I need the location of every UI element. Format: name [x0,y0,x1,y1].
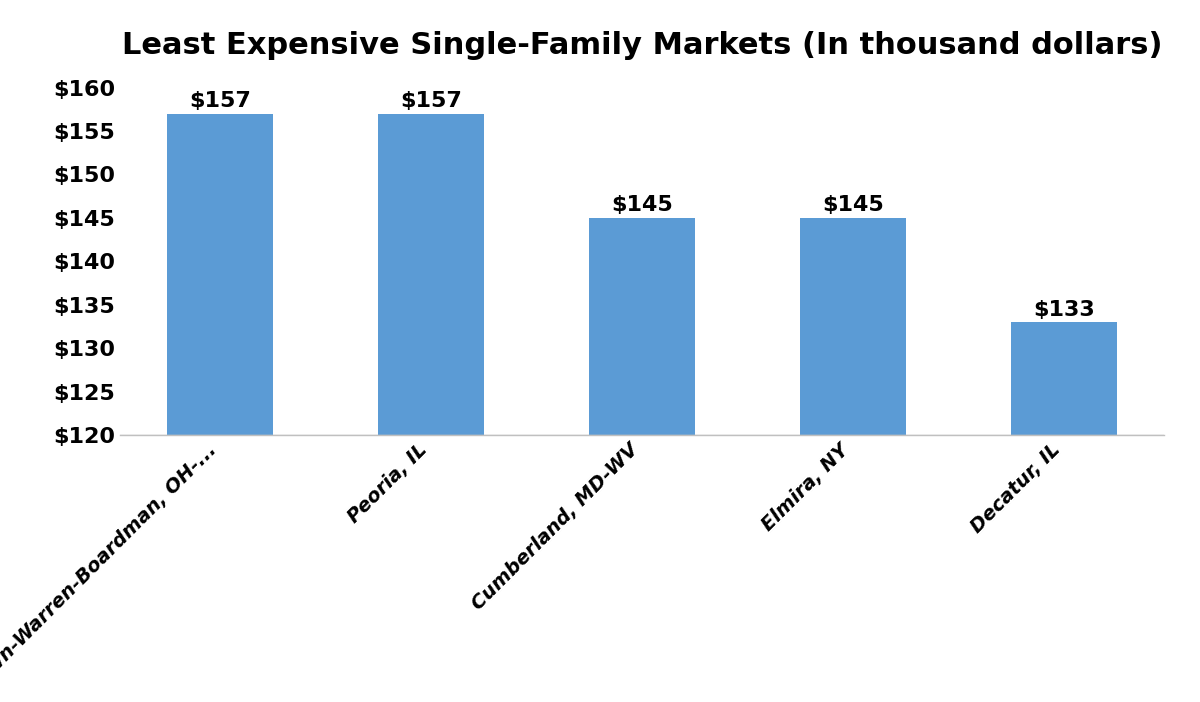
Bar [1012,322,1116,702]
Bar [378,114,484,702]
Text: $157: $157 [400,91,462,111]
Text: $133: $133 [1033,300,1094,319]
Bar [800,218,906,702]
Bar [168,114,272,702]
Text: $145: $145 [611,195,673,216]
Title: Least Expensive Single-Family Markets (In thousand dollars): Least Expensive Single-Family Markets (I… [121,30,1163,60]
Text: $145: $145 [822,195,883,216]
Bar [589,218,695,702]
Text: $157: $157 [190,91,251,111]
